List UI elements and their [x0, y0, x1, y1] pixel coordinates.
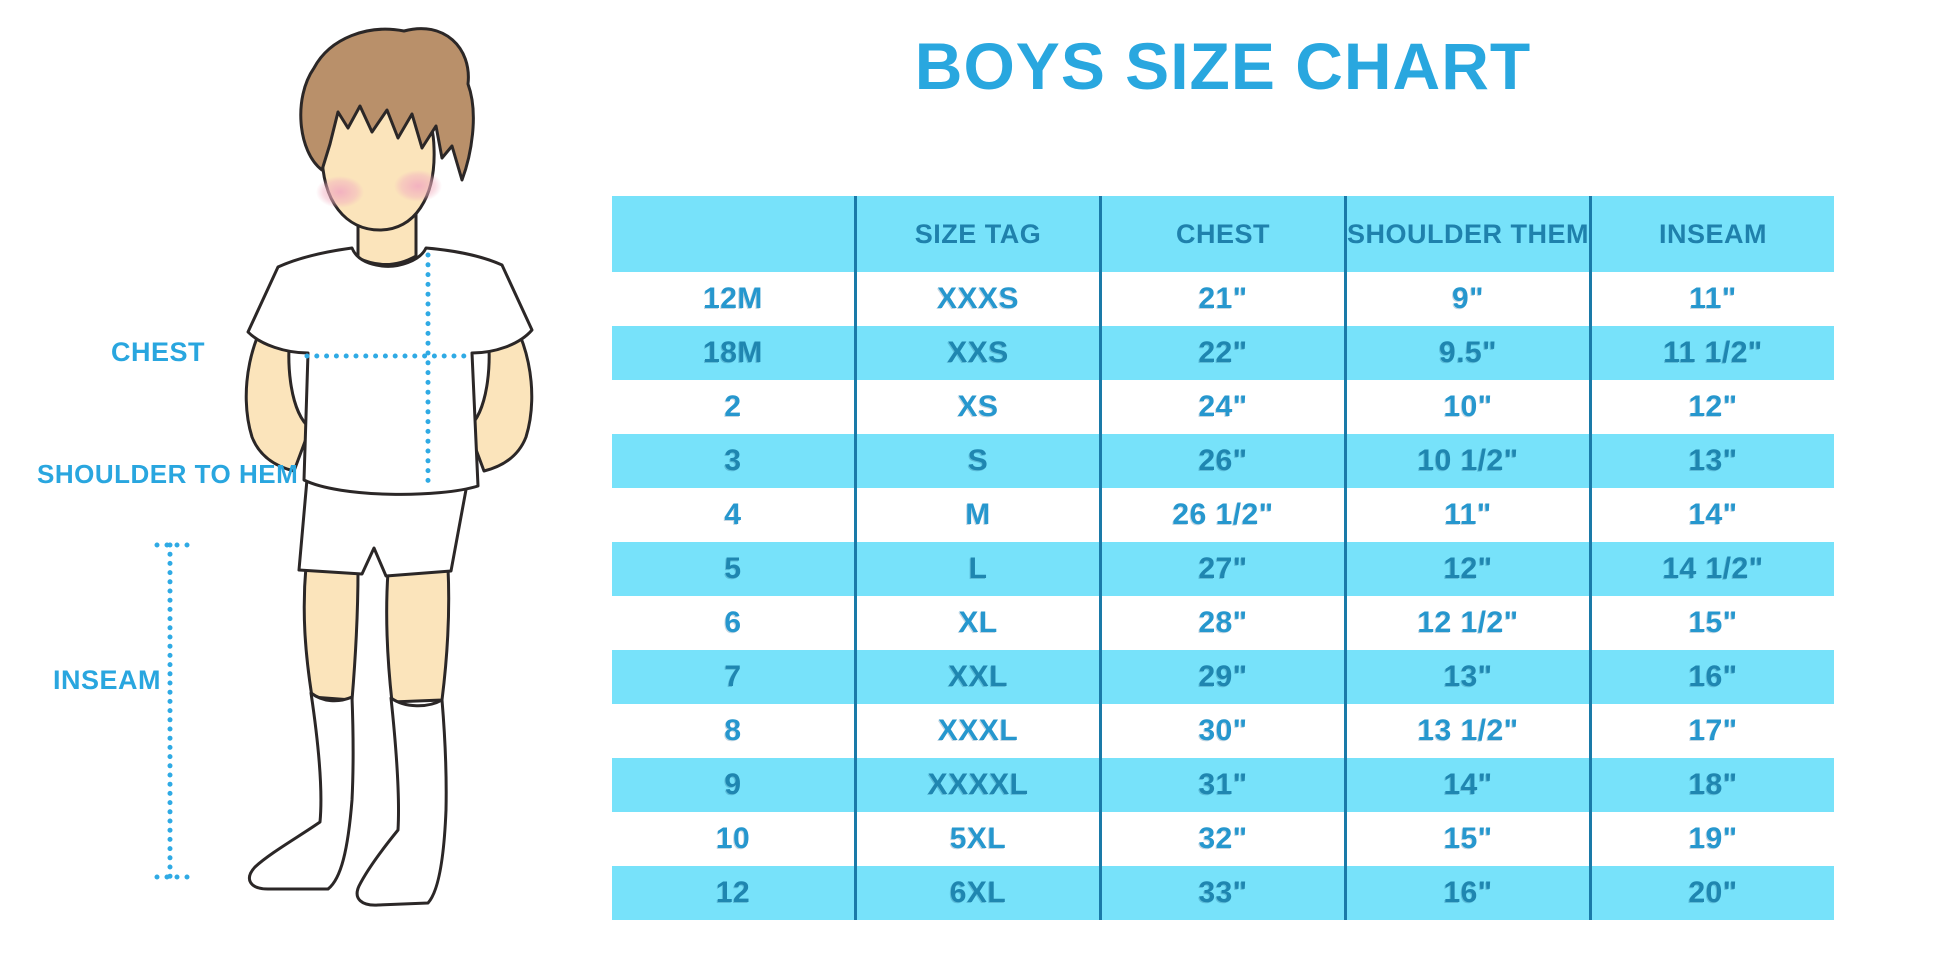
table-cell: 13" [1589, 434, 1834, 488]
table-row: 2 XS 24" 10" 12" [612, 380, 1834, 434]
table-cell: 10 1/2" [1344, 434, 1589, 488]
table-cell: M [854, 488, 1099, 542]
table-cell: 14" [1344, 758, 1589, 812]
table-row: 10 5XL 32" 15" 19" [612, 812, 1834, 866]
table-cell: 26 1/2" [1099, 488, 1344, 542]
table-cell: 21" [1099, 272, 1344, 326]
table-cell: 9 [724, 768, 742, 801]
right-blush [394, 170, 442, 202]
table-cell: 33" [1099, 866, 1344, 920]
table-cell: XL [854, 596, 1099, 650]
table-cell: 29" [1099, 650, 1344, 704]
table-row: 5 L 27" 12" 14 1/2" [612, 542, 1834, 596]
size-chart-table: SIZE TAG CHEST SHOULDER THEM INSEAM 12M XXXS 2… [612, 196, 1834, 920]
table-cell: 10" [1344, 380, 1589, 434]
table-cell: 15" [1589, 596, 1834, 650]
table-cell: 12" [1344, 542, 1589, 596]
table-cell: 7 [724, 660, 742, 693]
left-blush [316, 176, 364, 208]
table-cell: XXXL [854, 704, 1099, 758]
table-cell: 11" [1344, 488, 1589, 542]
table-cell: 12 1/2" [1344, 596, 1589, 650]
table-cell: 16" [1344, 866, 1589, 920]
table-cell: 3 [724, 444, 742, 477]
table-cell: 6XL [854, 866, 1099, 920]
table-cell: 32" [1099, 812, 1344, 866]
table-row: 8 XXXL 30" 13 1/2" 17" [612, 704, 1834, 758]
table-row: 7 XXL 29" 13" 16" [612, 650, 1834, 704]
table-cell: 27" [1099, 542, 1344, 596]
table-cell: 26" [1099, 434, 1344, 488]
table-row: 3 S 26" 10 1/2" 13" [612, 434, 1834, 488]
table-row: 12M XXXS 21" 9" 11" [612, 272, 1834, 326]
table-row: 9 XXXXL 31" 14" 18" [612, 758, 1834, 812]
table-cell: 2 [724, 390, 742, 423]
table-cell: 19" [1589, 812, 1834, 866]
table-cell: 16" [1589, 650, 1834, 704]
table-header-cell [612, 196, 854, 272]
table-cell: L [854, 542, 1099, 596]
table-row: 18M XXS 22" 9.5" 11 1/2" [612, 326, 1834, 380]
table-cell: XXXXL [854, 758, 1099, 812]
table-cell: 14 1/2" [1589, 542, 1834, 596]
table-cell: 18" [1589, 758, 1834, 812]
table-cell: 5 [724, 552, 742, 585]
table-cell: 18M [703, 336, 763, 369]
table-cell: 31" [1099, 758, 1344, 812]
table-cell: XXXS [854, 272, 1099, 326]
table-row: 4 M 26 1/2" 11" 14" [612, 488, 1834, 542]
table-row: 6 XL 28" 12 1/2" 15" [612, 596, 1834, 650]
table-cell: 12" [1589, 380, 1834, 434]
table-cell: 5XL [854, 812, 1099, 866]
table-cell: 17" [1589, 704, 1834, 758]
table-cell: 6 [724, 606, 742, 639]
table-cell: 14" [1589, 488, 1834, 542]
table-cell: 11" [1589, 272, 1834, 326]
table-cell: 9.5" [1344, 326, 1589, 380]
table-cell: 12 [715, 876, 751, 909]
table-cell: 13" [1344, 650, 1589, 704]
table-cell: 20" [1589, 866, 1834, 920]
table-cell: S [854, 434, 1099, 488]
table-cell: 8 [724, 714, 742, 747]
table-cell: 11 1/2" [1589, 326, 1834, 380]
t-shirt [246, 246, 534, 496]
right-leg [385, 566, 451, 704]
table-cell: 10 [715, 822, 751, 855]
table-cell: XS [854, 380, 1099, 434]
right-sock [355, 696, 448, 907]
table-cell: 30" [1099, 704, 1344, 758]
table-cell: 12M [703, 282, 763, 315]
page-title: BOYS SIZE CHART [914, 29, 1532, 103]
left-leg [302, 564, 360, 702]
inseam-label: INSEAM [53, 665, 162, 695]
table-cell: 13 1/2" [1344, 704, 1589, 758]
hair [299, 27, 475, 182]
table-header-cell: SHOULDER THEM [1344, 196, 1589, 272]
table-cell: 9" [1344, 272, 1589, 326]
table-header-cell: INSEAM [1589, 196, 1834, 272]
shoulder-to-hem-label: SHOULDER TO HEM [37, 459, 299, 489]
table-cell: 15" [1344, 812, 1589, 866]
table-header-row: SIZE TAG CHEST SHOULDER THEM INSEAM [612, 196, 1834, 272]
table-row: 12 6XL 33" 16" 20" [612, 866, 1834, 920]
table-cell: XXL [854, 650, 1099, 704]
table-cell: 28" [1099, 596, 1344, 650]
table-cell: XXS [854, 326, 1099, 380]
boy-illustration [154, 27, 534, 907]
table-header-cell: CHEST [1099, 196, 1344, 272]
table-header-cell: SIZE TAG [854, 196, 1099, 272]
table-cell: 22" [1099, 326, 1344, 380]
chest-label: CHEST [111, 337, 206, 367]
table-cell: 4 [724, 498, 742, 531]
table-cell: 24" [1099, 380, 1344, 434]
left-sock [248, 691, 355, 891]
